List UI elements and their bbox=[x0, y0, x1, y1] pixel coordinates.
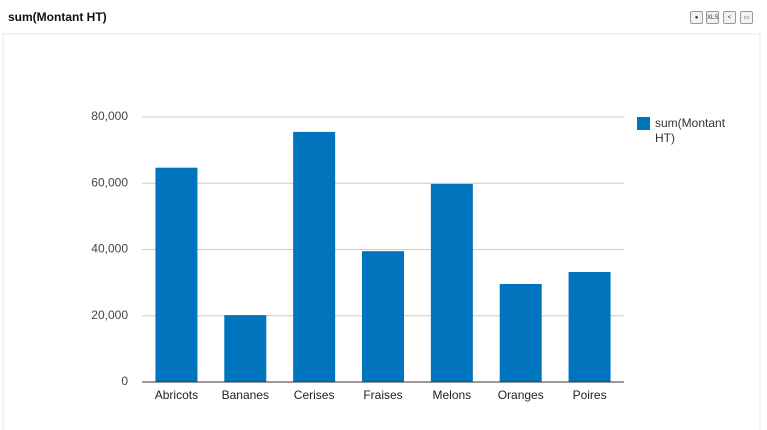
bar bbox=[430, 183, 473, 382]
maximize-button[interactable]: ▭ bbox=[740, 11, 753, 24]
y-tick-label: 80,000 bbox=[91, 109, 128, 123]
y-tick-label: 60,000 bbox=[91, 175, 128, 189]
y-tick-label: 40,000 bbox=[91, 242, 128, 256]
xls-button[interactable]: XLS bbox=[706, 11, 719, 24]
y-tick-label: 0 bbox=[121, 374, 128, 388]
x-tick-label: Fraises bbox=[363, 388, 402, 402]
x-tick-label: Abricots bbox=[155, 388, 198, 402]
x-tick-label: Oranges bbox=[498, 388, 544, 402]
y-tick-label: 20,000 bbox=[91, 308, 128, 322]
bar bbox=[361, 251, 405, 382]
legend-swatch bbox=[637, 117, 650, 130]
x-tick-label: Melons bbox=[433, 388, 472, 402]
x-tick-label: Poires bbox=[573, 388, 607, 402]
bar bbox=[224, 315, 267, 382]
share-button[interactable]: < bbox=[723, 11, 736, 24]
bar bbox=[499, 283, 542, 382]
bar bbox=[155, 167, 198, 382]
x-tick-label: Bananes bbox=[222, 388, 269, 402]
legend-label: sum(Montant HT) bbox=[655, 116, 726, 145]
x-tick-label: Cerises bbox=[294, 388, 335, 402]
globe-button[interactable]: ● bbox=[690, 11, 703, 24]
bar bbox=[293, 131, 336, 382]
bar bbox=[568, 272, 611, 382]
panel-title: sum(Montant HT) bbox=[8, 10, 107, 24]
